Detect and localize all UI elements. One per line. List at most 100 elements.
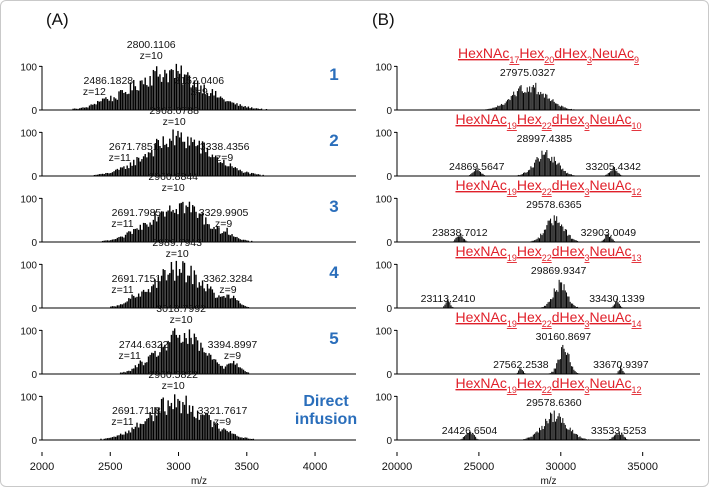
y-tick-label: 0 [31,172,37,183]
peak-charge-label: z=12 [83,86,106,98]
composition-residue: dHex [554,45,587,61]
peak-mz-label: 3394.8997 [208,339,258,351]
composition-residue: NeuAc [589,111,631,127]
y-tick-label: 100 [20,62,37,73]
composition-residue: HexNAc [455,111,506,127]
composition-count: 19 [507,253,517,263]
y-tick-label: 0 [386,304,392,315]
composition-residue: dHex [552,177,585,193]
peak-charge-label: z=11 [111,218,133,230]
composition-residue: NeuAc [589,177,631,193]
composition-residue: dHex [552,243,585,259]
spectrum-trace: 0 100 30160.8697 27562.2538 33670.9397 HexNAc… [375,309,700,381]
peak-mz-label: 33430.1339 [589,293,645,305]
x-axis-label: m/z [191,476,207,487]
composition-count: 13 [632,253,642,263]
peak-charge-label: z=10 [162,182,185,194]
peak-charge-label: z=10 [166,248,189,260]
y-tick-label: 100 [375,260,392,271]
trace-number-label: 2 [329,131,338,150]
peak-charge-label: z=9 [214,416,231,428]
composition-count: 22 [542,319,552,329]
composition-residue: NeuAc [589,243,631,259]
peak-mz-label: 2691.7151 [112,273,162,285]
spectrum-trace: 0 100 29578.6360 24426.6504 33533.5253 HexNAc… [375,375,700,447]
composition-residue: dHex [552,375,585,391]
peak-charge-label: z=9 [224,350,241,362]
peak-mz-label: 28997.4385 [517,133,573,145]
x-axis-label: m/z [540,476,556,487]
composition-count: 3 [584,121,589,131]
composition-count: 22 [542,385,552,395]
peak-charge-label: z=11 [109,152,131,164]
peak-charge-label: z=9 [191,86,208,98]
peak-mz-label: 29578.6365 [526,199,582,211]
composition-residue: NeuAc [592,45,634,61]
composition-residue: NeuAc [589,375,631,391]
peak-mz-label: 33205.4342 [586,161,642,173]
peak-mz-label: 2968.0788 [149,105,199,117]
peak-charge-label: z=11 [119,350,141,362]
composition-count: 12 [632,187,642,197]
x-tick-label: 3500 [235,461,259,473]
panel-label: (A) [46,10,69,29]
composition-count: 3 [584,385,589,395]
composition-residue: HexNAc [455,375,506,391]
y-tick-label: 0 [31,106,37,117]
composition-count: 14 [632,319,642,329]
peak-mz-label: 3362.3284 [203,273,253,285]
spectrum-trace: 0 100 27975.0327 HexNAc17Hex20dHex3NeuAc9 [375,45,700,117]
y-tick-label: 0 [31,370,37,381]
composition-count: 9 [634,55,639,65]
composition-residue: Hex [517,177,542,193]
composition-count: 10 [632,121,642,131]
y-tick-label: 0 [386,436,392,447]
composition-count: 12 [632,385,642,395]
y-tick-label: 0 [31,304,37,315]
spectrum-trace: 0 100 29869.9347 23113.2410 33430.1339 HexNAc… [375,243,700,315]
composition-count: 17 [509,55,519,65]
peak-mz-label: 3321.7617 [198,405,248,417]
x-tick-label: 2000 [30,461,54,473]
y-tick-label: 100 [20,194,37,205]
peak-charge-label: z=10 [170,314,193,326]
composition-count: 3 [587,55,592,65]
composition-label: HexNAc19Hex22dHex3NeuAc13 [455,243,641,263]
peak-mz-label: 23113.2410 [421,293,476,305]
peak-mz-label: 24869.5647 [449,161,505,173]
peak-mz-label: 29578.6360 [526,397,582,409]
peak-charge-label: z=10 [140,50,163,62]
peak-mz-label: 30160.8697 [536,331,592,343]
peak-mz-label: 23838.7012 [432,227,488,239]
peak-mz-label: 2800.1106 [127,39,176,51]
spectrum-trace: 0 100 29578.6365 23838.7012 32903.0049 HexNAc… [375,177,700,249]
composition-count: 20 [544,55,554,65]
peak-mz-label: 2691.7985 [112,207,162,219]
composition-residue: Hex [517,243,542,259]
peak-charge-label: z=9 [219,284,236,296]
peak-mz-label: 3152.0406 [174,75,224,87]
peak-charge-label: z=9 [216,152,233,164]
composition-count: 19 [507,319,517,329]
peak-charge-label: z=10 [162,380,185,392]
composition-count: 19 [507,187,517,197]
y-tick-label: 0 [386,106,392,117]
composition-residue: HexNAc [455,309,506,325]
y-tick-label: 100 [375,128,392,139]
peak-mz-label: 2671.7851 [109,141,159,153]
peak-charge-label: z=10 [163,116,186,128]
composition-count: 22 [542,121,552,131]
y-tick-label: 100 [375,326,392,337]
x-tick-label: 20000 [382,461,413,473]
composition-residue: Hex [517,375,542,391]
peak-mz-label: 3329.9905 [199,207,249,219]
y-tick-label: 100 [375,392,392,403]
composition-residue: Hex [517,309,542,325]
